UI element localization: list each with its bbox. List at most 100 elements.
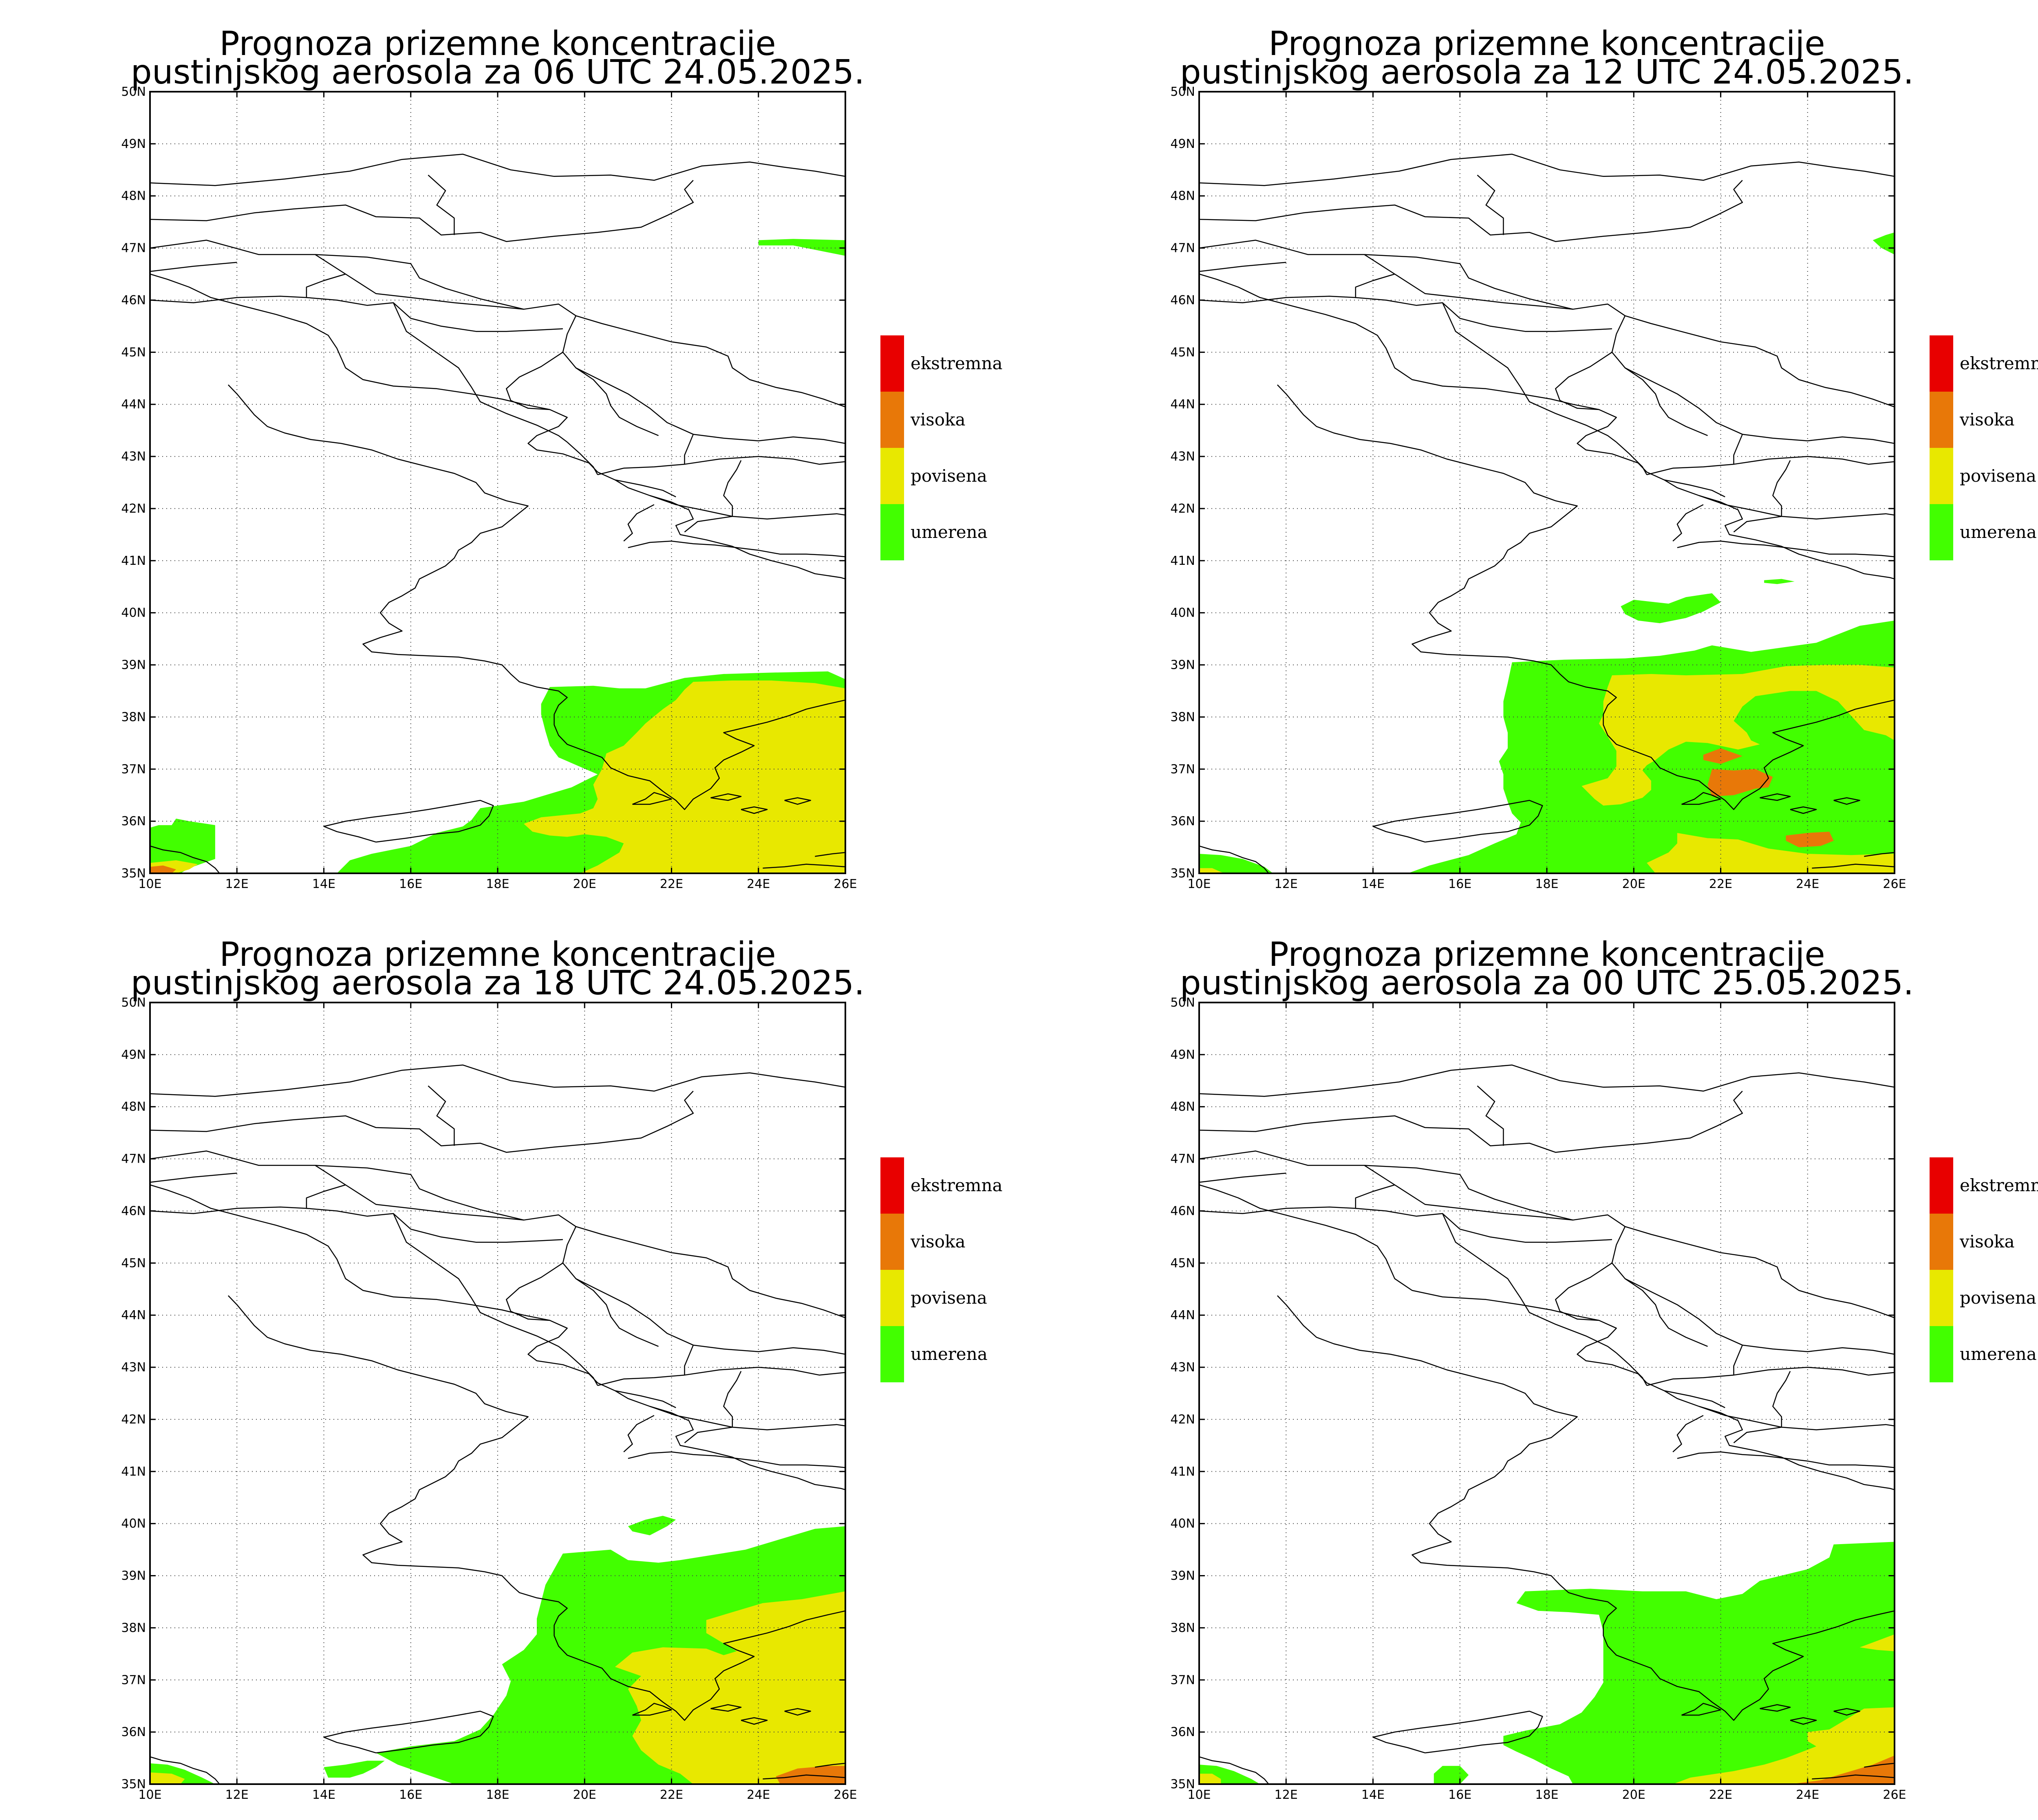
lat-label: 49N [1170,1048,1195,1062]
border-15 [1664,479,1725,498]
lon-label: 14E [312,877,335,891]
lon-label: 22E [1709,877,1732,891]
border-11 [1625,1278,1708,1347]
lat-label: 42N [1170,1412,1195,1427]
lon-label: 26E [1883,1788,1906,1802]
lon-label: 12E [225,1788,249,1802]
lon-label: 16E [1448,877,1471,891]
lat-label: 50N [121,85,146,99]
lon-label: 12E [1275,877,1298,891]
coastline-10 [1833,797,1860,805]
coastline-7 [1681,1703,1721,1716]
lat-label: 43N [121,1360,146,1375]
border-21 [150,262,237,272]
zone-povisena-3 [1859,1634,1895,1651]
panel-title-line-1: Prognoza prizemne koncentracije [1268,24,1825,63]
legend-label-povisena: povisena [911,1288,987,1308]
border-6 [1611,315,1895,444]
border-21 [1199,262,1286,272]
lat-label: 45N [1170,1256,1195,1270]
lon-label: 24E [747,877,770,891]
graticule [150,1003,845,1784]
lat-label: 43N [1170,449,1195,464]
zone-umerena-1 [1199,854,1273,873]
lat-label: 41N [1170,1465,1195,1479]
coastline-10 [1833,1708,1860,1716]
legend: ekstremna visoka povisena umerena [880,1157,1003,1382]
legend-label-visoka: visoka [910,410,966,430]
border-16 [1772,460,1791,517]
coastline-2 [227,1295,845,1721]
lat-label: 48N [121,189,146,203]
coastline-5 [1812,864,1895,869]
lat-label: 46N [1170,1204,1195,1218]
lat-label: 39N [1170,658,1195,672]
lat-label: 38N [1170,1621,1195,1635]
lat-label: 49N [121,1048,146,1062]
border-9 [506,352,563,410]
lat-label: 35N [1170,1777,1195,1791]
lon-label: 16E [399,877,422,891]
lon-label: 10E [1187,1788,1211,1802]
legend-label-umerena: umerena [1960,1344,2037,1364]
legend-label-visoka: visoka [1959,410,2015,430]
border-10 [1616,441,1648,475]
border-12 [1646,1366,1895,1386]
border-20 [1199,1206,1356,1214]
lat-label: 40N [1170,606,1195,620]
legend: ekstremna visoka povisena umerena [1930,335,2038,560]
lat-label: 40N [121,606,146,620]
lat-label: 37N [1170,1673,1195,1687]
coastline-8 [710,1704,742,1712]
zone-povisena-1 [150,1772,185,1784]
border-1 [1199,1064,1895,1097]
coastline-3 [150,845,220,873]
zone-povisena-1 [1199,1774,1221,1784]
lon-label: 18E [1535,877,1558,891]
panel-title-line-1: Prognoza prizemne koncentracije [219,24,776,63]
coastline-6 [1864,852,1895,857]
lon-label: 26E [834,877,857,891]
legend-label-umerena: umerena [1960,522,2037,542]
coastline-8 [710,793,742,801]
coastline-5 [763,1774,845,1780]
border-9 [1555,352,1612,410]
ticks [1198,1002,1895,1785]
lat-label: 38N [121,710,146,724]
lat-label: 39N [121,658,146,672]
panel-title-line-2: pustinjskog aerosola za 18 UTC 24.05.202… [131,964,865,1003]
coastline-9 [741,806,768,814]
forecast-panel-4: Prognoza prizemne koncentracijepustinjsk… [1170,935,2038,1802]
border-18 [1672,504,1704,542]
coastline-5 [763,864,845,869]
lat-label: 39N [1170,1569,1195,1583]
coastline-3 [1199,845,1269,873]
lon-label: 14E [312,1788,335,1802]
lat-label: 37N [121,762,146,776]
border-2 [150,1091,694,1153]
border-14 [649,495,845,520]
legend-swatch-visoka [1930,1214,1953,1270]
lat-label: 37N [1170,762,1195,776]
lat-label: 35N [121,866,146,881]
coastline-and-borders [1199,154,1895,873]
lon-label: 22E [660,1788,683,1802]
map-area [1199,92,1895,873]
lon-label: 24E [1796,1788,1819,1802]
ticks [1198,91,1895,874]
zone-umerena-4 [1764,579,1795,584]
coastline-4 [323,1710,494,1754]
border-19 [684,1426,732,1443]
lat-label: 40N [121,1517,146,1531]
border-12 [1646,456,1895,476]
legend-swatch-umerena [1930,1326,1953,1382]
lat-label: 50N [1170,996,1195,1010]
coastline-3 [1199,1756,1269,1784]
legend-label-povisena: povisena [1960,1288,2036,1308]
zone-povisena-3 [1647,833,1895,873]
lon-label: 22E [1709,1788,1732,1802]
zone-povisena-2 [1673,1707,1895,1784]
zone-povisena-3 [758,1637,802,1649]
coastline-6 [815,1763,845,1768]
lat-label: 48N [121,1100,146,1114]
